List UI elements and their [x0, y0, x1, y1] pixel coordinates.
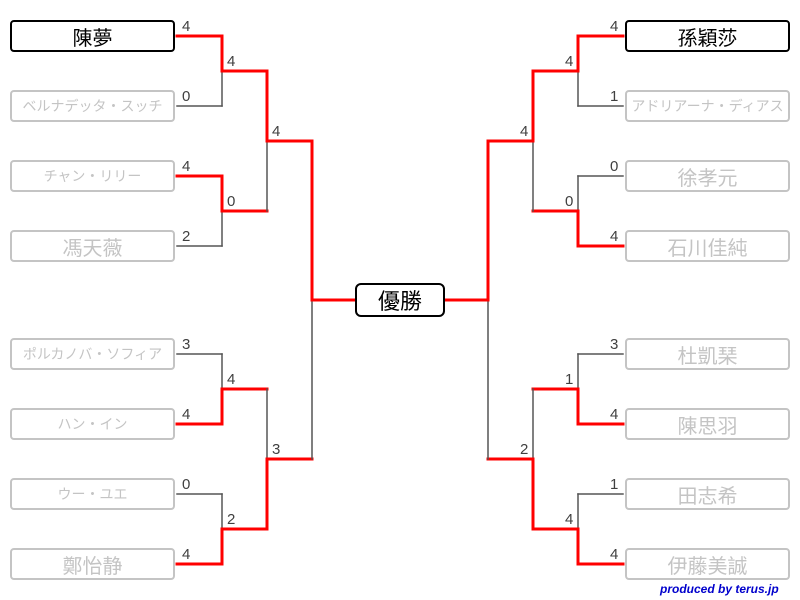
left-player-box: チャン・リリー	[10, 160, 175, 192]
player-name: 徐孝元	[678, 162, 738, 191]
score-label: 4	[182, 18, 190, 35]
player-name: ポルカノバ・ソフィア	[23, 344, 162, 364]
left-player-box: 馮天薇	[10, 230, 175, 262]
score-label: 4	[182, 158, 190, 175]
score-label: 4	[272, 123, 280, 140]
score-label: 0	[182, 476, 190, 493]
player-name: ウー・ユエ	[58, 484, 128, 504]
player-name: ハン・イン	[58, 414, 128, 434]
player-name: ベルナデッタ・スッチ	[23, 96, 163, 116]
score-label: 4	[227, 53, 235, 70]
player-name: 陳思羽	[678, 410, 738, 439]
score-label: 4	[610, 546, 618, 563]
score-label: 4	[610, 406, 618, 423]
player-name: 杜凱琹	[678, 340, 738, 369]
player-name: 馮天薇	[63, 232, 123, 261]
player-name: 石川佳純	[668, 232, 748, 261]
score-label: 4	[565, 53, 573, 70]
right-player-box: アドリアーナ・ディアス	[625, 90, 790, 122]
score-label: 2	[227, 511, 235, 528]
right-player-box: 杜凱琹	[625, 338, 790, 370]
right-player-box: 孫穎莎	[625, 20, 790, 52]
score-label: 0	[182, 88, 190, 105]
score-label: 4	[610, 228, 618, 245]
score-label: 4	[610, 18, 618, 35]
score-label: 0	[565, 193, 573, 210]
score-label: 3	[272, 441, 280, 458]
score-label: 0	[610, 158, 618, 175]
left-player-box: ポルカノバ・ソフィア	[10, 338, 175, 370]
score-label: 2	[182, 228, 190, 245]
score-label: 4	[565, 511, 573, 528]
champion-box: 優勝	[355, 283, 445, 317]
player-name: チャン・リリー	[44, 166, 142, 186]
score-label: 4	[520, 123, 528, 140]
score-label: 0	[227, 193, 235, 210]
score-label: 1	[565, 371, 573, 388]
score-label: 4	[182, 406, 190, 423]
left-player-box: ウー・ユエ	[10, 478, 175, 510]
champion-label: 優勝	[378, 284, 422, 316]
player-name: 陳夢	[73, 22, 113, 51]
right-player-box: 石川佳純	[625, 230, 790, 262]
player-name: アドリアーナ・ディアス	[631, 96, 783, 116]
player-name: 鄭怡静	[63, 550, 123, 579]
left-player-box: 陳夢	[10, 20, 175, 52]
player-name: 孫穎莎	[678, 22, 738, 51]
player-name: 田志希	[678, 480, 738, 509]
left-player-box: ベルナデッタ・スッチ	[10, 90, 175, 122]
score-label: 4	[227, 371, 235, 388]
player-name: 伊藤美誠	[668, 550, 748, 579]
left-player-box: 鄭怡静	[10, 548, 175, 580]
credit-text: produced by terus.jp	[660, 582, 779, 596]
right-player-box: 陳思羽	[625, 408, 790, 440]
score-label: 2	[520, 441, 528, 458]
right-player-box: 田志希	[625, 478, 790, 510]
right-player-box: 伊藤美誠	[625, 548, 790, 580]
score-label: 1	[610, 476, 618, 493]
score-label: 3	[610, 336, 618, 353]
left-player-box: ハン・イン	[10, 408, 175, 440]
score-label: 4	[182, 546, 190, 563]
score-label: 3	[182, 336, 190, 353]
score-label: 1	[610, 88, 618, 105]
right-player-box: 徐孝元	[625, 160, 790, 192]
